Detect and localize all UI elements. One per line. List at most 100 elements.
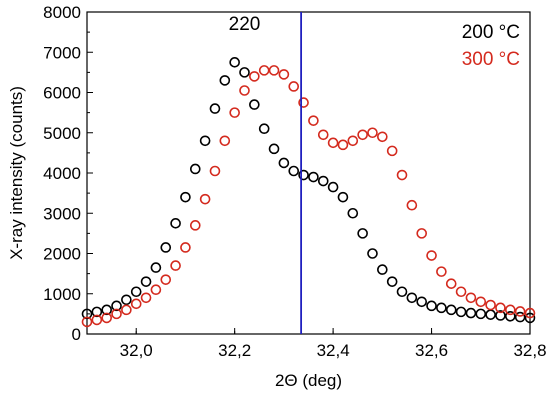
data-point — [327, 137, 339, 149]
data-point — [229, 57, 240, 68]
data-point — [268, 143, 280, 155]
legend-entry: 200 °C — [462, 22, 520, 43]
data-point — [505, 304, 516, 316]
data-point — [209, 103, 221, 114]
data-point — [406, 292, 418, 304]
data-point — [239, 85, 250, 96]
data-point — [150, 262, 162, 273]
data-point — [416, 296, 428, 308]
data-point — [278, 157, 290, 169]
data-point — [140, 276, 152, 287]
data-point — [111, 300, 122, 312]
series-1 — [81, 57, 536, 324]
data-point — [524, 312, 536, 324]
data-point — [317, 175, 329, 187]
data-point — [317, 129, 329, 141]
data-point — [298, 97, 309, 108]
data-point — [475, 308, 487, 320]
data-point — [465, 292, 477, 304]
data-point — [189, 163, 201, 175]
data-point — [406, 199, 418, 211]
data-point — [150, 284, 162, 296]
data-point — [396, 169, 408, 181]
axis-ticks — [87, 11, 531, 335]
series-2 — [81, 65, 536, 328]
data-point — [160, 274, 172, 285]
data-point — [465, 307, 477, 319]
data-point — [189, 220, 201, 231]
data-point — [436, 266, 447, 277]
data-point — [298, 169, 309, 181]
x-tick-label: 32,8 — [513, 341, 546, 360]
x-tick-label: 32,4 — [317, 341, 350, 360]
y-tick-label: 8000 — [43, 3, 81, 22]
data-point — [268, 65, 280, 76]
data-point — [337, 191, 349, 203]
data-point — [367, 248, 378, 259]
data-point — [170, 218, 181, 229]
data-point — [101, 304, 112, 316]
data-point — [505, 310, 516, 322]
data-point — [475, 296, 487, 308]
annotation-label: 220 — [229, 14, 261, 35]
data-point — [121, 294, 132, 306]
data-point — [180, 242, 191, 253]
x-tick-label: 32,6 — [415, 341, 448, 360]
data-point — [445, 278, 457, 289]
data-point — [239, 67, 250, 78]
data-point — [495, 310, 506, 321]
data-point — [416, 228, 428, 239]
labels-layer: 32,0 32,2 32,4 32,6 32,8 0 1000 2000 3000 4000 500… — [7, 3, 547, 390]
y-tick-label: 5000 — [43, 124, 81, 143]
data-point — [327, 181, 339, 193]
y-axis-title: X-ray intensity (counts) — [7, 86, 26, 260]
data-point — [121, 304, 132, 316]
data-point — [229, 107, 240, 118]
y-tick-label: 1000 — [43, 285, 81, 304]
data-point — [278, 69, 290, 80]
data-point — [111, 308, 122, 320]
data-point — [524, 307, 536, 319]
data-point — [81, 316, 93, 328]
data-point — [288, 165, 300, 177]
data-point — [357, 228, 368, 239]
data-point — [130, 298, 142, 310]
data-point — [347, 135, 359, 147]
data-point — [485, 299, 496, 311]
data-point — [91, 306, 103, 318]
data-point — [377, 131, 388, 143]
y-tick-label: 3000 — [43, 204, 81, 223]
data-point — [396, 286, 408, 298]
data-point — [386, 276, 398, 287]
data-point — [308, 171, 319, 183]
data-point — [91, 314, 103, 326]
y-tick-label: 0 — [72, 325, 81, 344]
data-point — [258, 65, 270, 76]
data-point — [445, 304, 457, 316]
y-tick-label: 2000 — [43, 245, 81, 264]
data-point — [130, 286, 142, 298]
data-point — [170, 260, 181, 271]
legend-entry: 300 °C — [462, 49, 520, 70]
data-point — [219, 135, 231, 147]
data-point — [455, 286, 467, 298]
data-point — [426, 300, 437, 312]
data-point — [249, 99, 260, 110]
data-point — [495, 302, 506, 314]
data-point — [140, 292, 152, 304]
data-point — [386, 145, 398, 157]
data-point — [357, 129, 368, 141]
x-axis-title: 2Θ (deg) — [275, 371, 342, 390]
data-point — [377, 264, 388, 275]
data-point — [199, 135, 211, 147]
data-point — [81, 308, 93, 320]
data-point — [160, 242, 172, 253]
data-point — [209, 165, 221, 177]
data-point — [308, 115, 319, 126]
y-tick-label: 4000 — [43, 164, 81, 183]
series-layer — [81, 57, 536, 328]
data-point — [514, 311, 526, 323]
data-point — [101, 312, 112, 324]
data-point — [347, 207, 359, 219]
